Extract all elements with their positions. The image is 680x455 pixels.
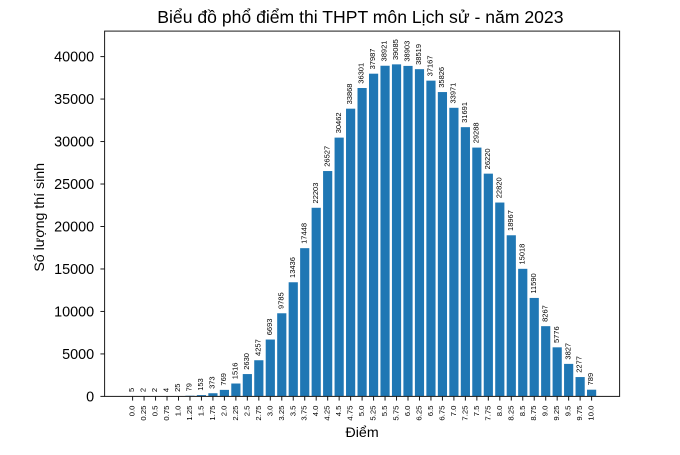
svg-text:15000: 15000 — [54, 262, 94, 278]
svg-text:0.75: 0.75 — [162, 406, 171, 421]
svg-text:37987: 37987 — [368, 49, 377, 70]
svg-text:5776: 5776 — [552, 326, 561, 343]
svg-text:3.0: 3.0 — [265, 406, 274, 417]
svg-text:Biểu đồ phổ điểm thi THPT môn: Biểu đồ phổ điểm thi THPT môn Lịch sử - … — [157, 7, 563, 27]
svg-text:6.75: 6.75 — [437, 406, 446, 421]
svg-text:373: 373 — [208, 376, 217, 389]
svg-text:25: 25 — [173, 384, 182, 392]
svg-text:2: 2 — [139, 388, 148, 392]
svg-text:2.75: 2.75 — [254, 406, 263, 421]
svg-text:8.75: 8.75 — [529, 406, 538, 421]
svg-text:4.0: 4.0 — [311, 406, 320, 417]
svg-text:30000: 30000 — [54, 135, 94, 151]
svg-text:33868: 33868 — [345, 84, 354, 105]
svg-text:4.5: 4.5 — [334, 406, 343, 417]
svg-text:8267: 8267 — [540, 305, 549, 322]
svg-text:40000: 40000 — [54, 50, 94, 66]
svg-text:153: 153 — [196, 378, 205, 391]
svg-text:35826: 35826 — [437, 67, 446, 88]
svg-text:789: 789 — [586, 373, 595, 386]
svg-text:6.0: 6.0 — [403, 406, 412, 417]
svg-text:38519: 38519 — [414, 44, 423, 65]
svg-text:30462: 30462 — [334, 112, 343, 133]
svg-text:5.25: 5.25 — [369, 406, 378, 421]
svg-text:5: 5 — [127, 388, 136, 392]
svg-text:8.25: 8.25 — [506, 406, 515, 421]
svg-text:3827: 3827 — [563, 343, 572, 360]
svg-text:31691: 31691 — [460, 102, 469, 123]
svg-text:36301: 36301 — [357, 63, 366, 84]
svg-text:2.25: 2.25 — [231, 406, 240, 421]
svg-text:4: 4 — [162, 388, 171, 392]
svg-text:0.0: 0.0 — [128, 406, 137, 417]
svg-text:8.5: 8.5 — [518, 406, 527, 417]
svg-text:9.75: 9.75 — [575, 406, 584, 421]
svg-text:35000: 35000 — [54, 92, 94, 108]
svg-text:5000: 5000 — [62, 347, 94, 363]
svg-text:26220: 26220 — [483, 148, 492, 169]
svg-text:8.0: 8.0 — [495, 406, 504, 417]
svg-text:4257: 4257 — [253, 339, 262, 356]
svg-text:17448: 17448 — [299, 223, 308, 244]
svg-text:6.5: 6.5 — [426, 406, 435, 417]
svg-text:25000: 25000 — [54, 177, 94, 193]
svg-text:2630: 2630 — [242, 353, 251, 370]
svg-text:5.75: 5.75 — [392, 406, 401, 421]
svg-text:1.5: 1.5 — [196, 406, 205, 417]
svg-text:3.25: 3.25 — [277, 406, 286, 421]
svg-text:39085: 39085 — [391, 39, 400, 60]
svg-text:2.0: 2.0 — [219, 406, 228, 417]
svg-text:1.0: 1.0 — [174, 406, 183, 417]
svg-text:79: 79 — [185, 383, 194, 391]
svg-text:10.0: 10.0 — [587, 406, 596, 421]
svg-text:0: 0 — [86, 390, 94, 406]
svg-text:20000: 20000 — [54, 220, 94, 236]
svg-text:22820: 22820 — [494, 177, 503, 198]
svg-text:38903: 38903 — [403, 41, 412, 62]
svg-text:33971: 33971 — [449, 83, 458, 104]
svg-text:0.5: 0.5 — [151, 406, 160, 417]
svg-text:Số lượng thí sinh: Số lượng thí sinh — [32, 163, 48, 272]
svg-text:4.75: 4.75 — [346, 406, 355, 421]
svg-text:2277: 2277 — [575, 356, 584, 373]
svg-text:3.5: 3.5 — [288, 406, 297, 417]
svg-text:1516: 1516 — [230, 363, 239, 380]
svg-text:9.25: 9.25 — [552, 406, 561, 421]
svg-text:2: 2 — [150, 388, 159, 392]
svg-text:15018: 15018 — [517, 244, 526, 265]
svg-text:Điểm: Điểm — [346, 425, 379, 441]
svg-text:9.5: 9.5 — [564, 406, 573, 417]
svg-text:7.25: 7.25 — [460, 406, 469, 421]
svg-text:0.25: 0.25 — [139, 406, 148, 421]
svg-text:769: 769 — [219, 373, 228, 386]
svg-text:7.5: 7.5 — [472, 406, 481, 417]
svg-text:38921: 38921 — [380, 41, 389, 62]
svg-text:37167: 37167 — [426, 55, 435, 76]
svg-text:6693: 6693 — [265, 319, 274, 336]
svg-text:26527: 26527 — [322, 146, 331, 167]
svg-text:9.0: 9.0 — [541, 406, 550, 417]
svg-text:29288: 29288 — [471, 122, 480, 143]
svg-text:10000: 10000 — [54, 305, 94, 321]
svg-text:3.75: 3.75 — [300, 406, 309, 421]
svg-text:2.5: 2.5 — [242, 406, 251, 417]
svg-text:6.25: 6.25 — [414, 406, 423, 421]
svg-text:7.0: 7.0 — [449, 406, 458, 417]
svg-text:4.25: 4.25 — [323, 406, 332, 421]
svg-text:5.0: 5.0 — [357, 406, 366, 417]
svg-text:7.75: 7.75 — [483, 406, 492, 421]
svg-text:18967: 18967 — [506, 210, 515, 231]
svg-text:9785: 9785 — [276, 292, 285, 309]
svg-text:1.25: 1.25 — [185, 406, 194, 421]
svg-text:5.5: 5.5 — [380, 406, 389, 417]
svg-text:22203: 22203 — [311, 183, 320, 204]
svg-text:1.75: 1.75 — [208, 406, 217, 421]
svg-text:11590: 11590 — [529, 273, 538, 293]
svg-text:13436: 13436 — [288, 257, 297, 278]
